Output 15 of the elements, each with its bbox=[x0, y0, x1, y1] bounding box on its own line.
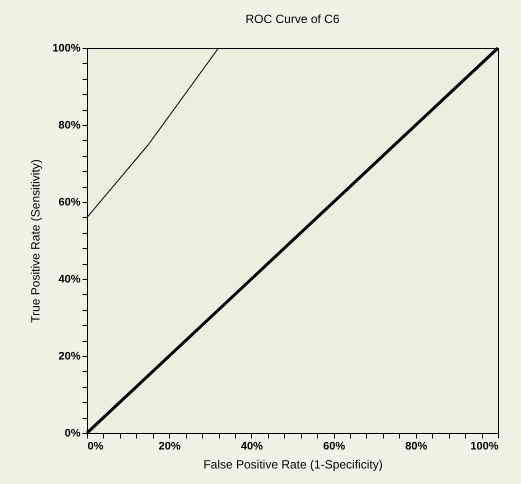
x-tick-label: 100% bbox=[470, 440, 499, 452]
y-tick-label: 0% bbox=[64, 428, 81, 440]
y-tick-label: 20% bbox=[58, 350, 81, 362]
y-tick-label: 100% bbox=[52, 42, 81, 54]
x-tick-label: 60% bbox=[323, 440, 346, 452]
y-tick-label: 80% bbox=[58, 120, 81, 132]
y-axis-title: True Positive Rate (Sensitivity) bbox=[28, 159, 42, 323]
y-tick-label: 60% bbox=[58, 196, 81, 208]
y-tick-label: 40% bbox=[58, 274, 81, 286]
x-tick-label: 80% bbox=[405, 440, 428, 452]
x-axis-title: False Positive Rate (1-Specificity) bbox=[203, 458, 383, 472]
x-tick-label: 40% bbox=[240, 440, 264, 452]
x-tick-label: 20% bbox=[158, 440, 181, 452]
chart-title: ROC Curve of C6 bbox=[245, 12, 340, 26]
x-tick-label: 0% bbox=[88, 440, 104, 452]
